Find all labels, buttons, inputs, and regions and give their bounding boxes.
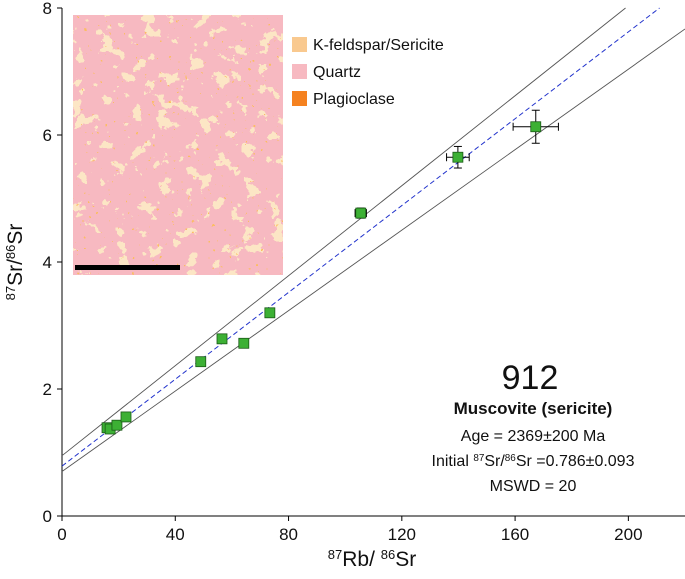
superscript: 87 bbox=[473, 453, 485, 464]
envelope-line bbox=[61, 7, 626, 457]
y-axis-label: 87Sr/86Sr bbox=[3, 224, 28, 301]
data-point bbox=[120, 411, 132, 423]
inset-image bbox=[73, 15, 283, 275]
mswd-label: MSWD = 20 bbox=[490, 478, 577, 495]
superscript: 86 bbox=[505, 453, 517, 464]
x-tick-label: 0 bbox=[57, 525, 66, 544]
superscript: 86 bbox=[381, 547, 395, 562]
legend-label: K-feldspar/Sericite bbox=[313, 37, 444, 54]
mineral-label: Muscovite (sericite) bbox=[454, 399, 613, 418]
legend-label: Quartz bbox=[313, 64, 361, 81]
legend-swatch bbox=[292, 64, 307, 79]
x-axis-label: 87Rb/ 86Sr bbox=[328, 547, 416, 572]
text-part: Rb/ bbox=[342, 548, 381, 571]
superscript: 87 bbox=[328, 547, 342, 562]
envelope-line bbox=[61, 28, 685, 472]
data-point bbox=[216, 333, 228, 345]
data-point bbox=[355, 207, 367, 219]
legend-label: Plagioclase bbox=[313, 91, 395, 108]
legend-swatch bbox=[292, 91, 307, 106]
x-tick-label: 200 bbox=[614, 525, 642, 544]
superscript: 87 bbox=[3, 286, 18, 300]
data-point bbox=[195, 356, 207, 368]
y-tick-label: 4 bbox=[43, 253, 52, 272]
text-part: Sr/ bbox=[484, 453, 505, 470]
text-part: Initial bbox=[432, 453, 474, 470]
legend-swatch bbox=[292, 37, 307, 52]
mineral-map bbox=[73, 15, 283, 275]
scale-bar bbox=[75, 265, 180, 270]
x-tick-label: 40 bbox=[166, 525, 185, 544]
sample-label: 912 bbox=[502, 359, 559, 397]
data-point bbox=[530, 121, 542, 133]
fit-line bbox=[61, 7, 660, 467]
y-tick-label: 8 bbox=[43, 0, 52, 18]
superscript: 86 bbox=[3, 245, 18, 259]
age-label: Age = 2369±200 Ma bbox=[461, 428, 606, 445]
data-point bbox=[238, 337, 250, 349]
text-part: Sr bbox=[4, 224, 27, 245]
x-tick-label: 160 bbox=[501, 525, 529, 544]
y-tick-label: 2 bbox=[43, 380, 52, 399]
x-tick-label: 80 bbox=[279, 525, 298, 544]
data-point bbox=[111, 419, 123, 431]
y-tick-label: 6 bbox=[43, 126, 52, 145]
data-point bbox=[452, 151, 464, 163]
text-part: Sr/ bbox=[4, 259, 27, 286]
data-point bbox=[264, 307, 276, 319]
x-tick-label: 120 bbox=[388, 525, 416, 544]
text-part: Sr =0.786±0.093 bbox=[516, 453, 635, 470]
initial-ratio-label: Initial 87Sr/86Sr =0.786±0.093 bbox=[432, 453, 635, 471]
text-part: Sr bbox=[395, 548, 416, 571]
y-tick-label: 0 bbox=[43, 507, 52, 526]
